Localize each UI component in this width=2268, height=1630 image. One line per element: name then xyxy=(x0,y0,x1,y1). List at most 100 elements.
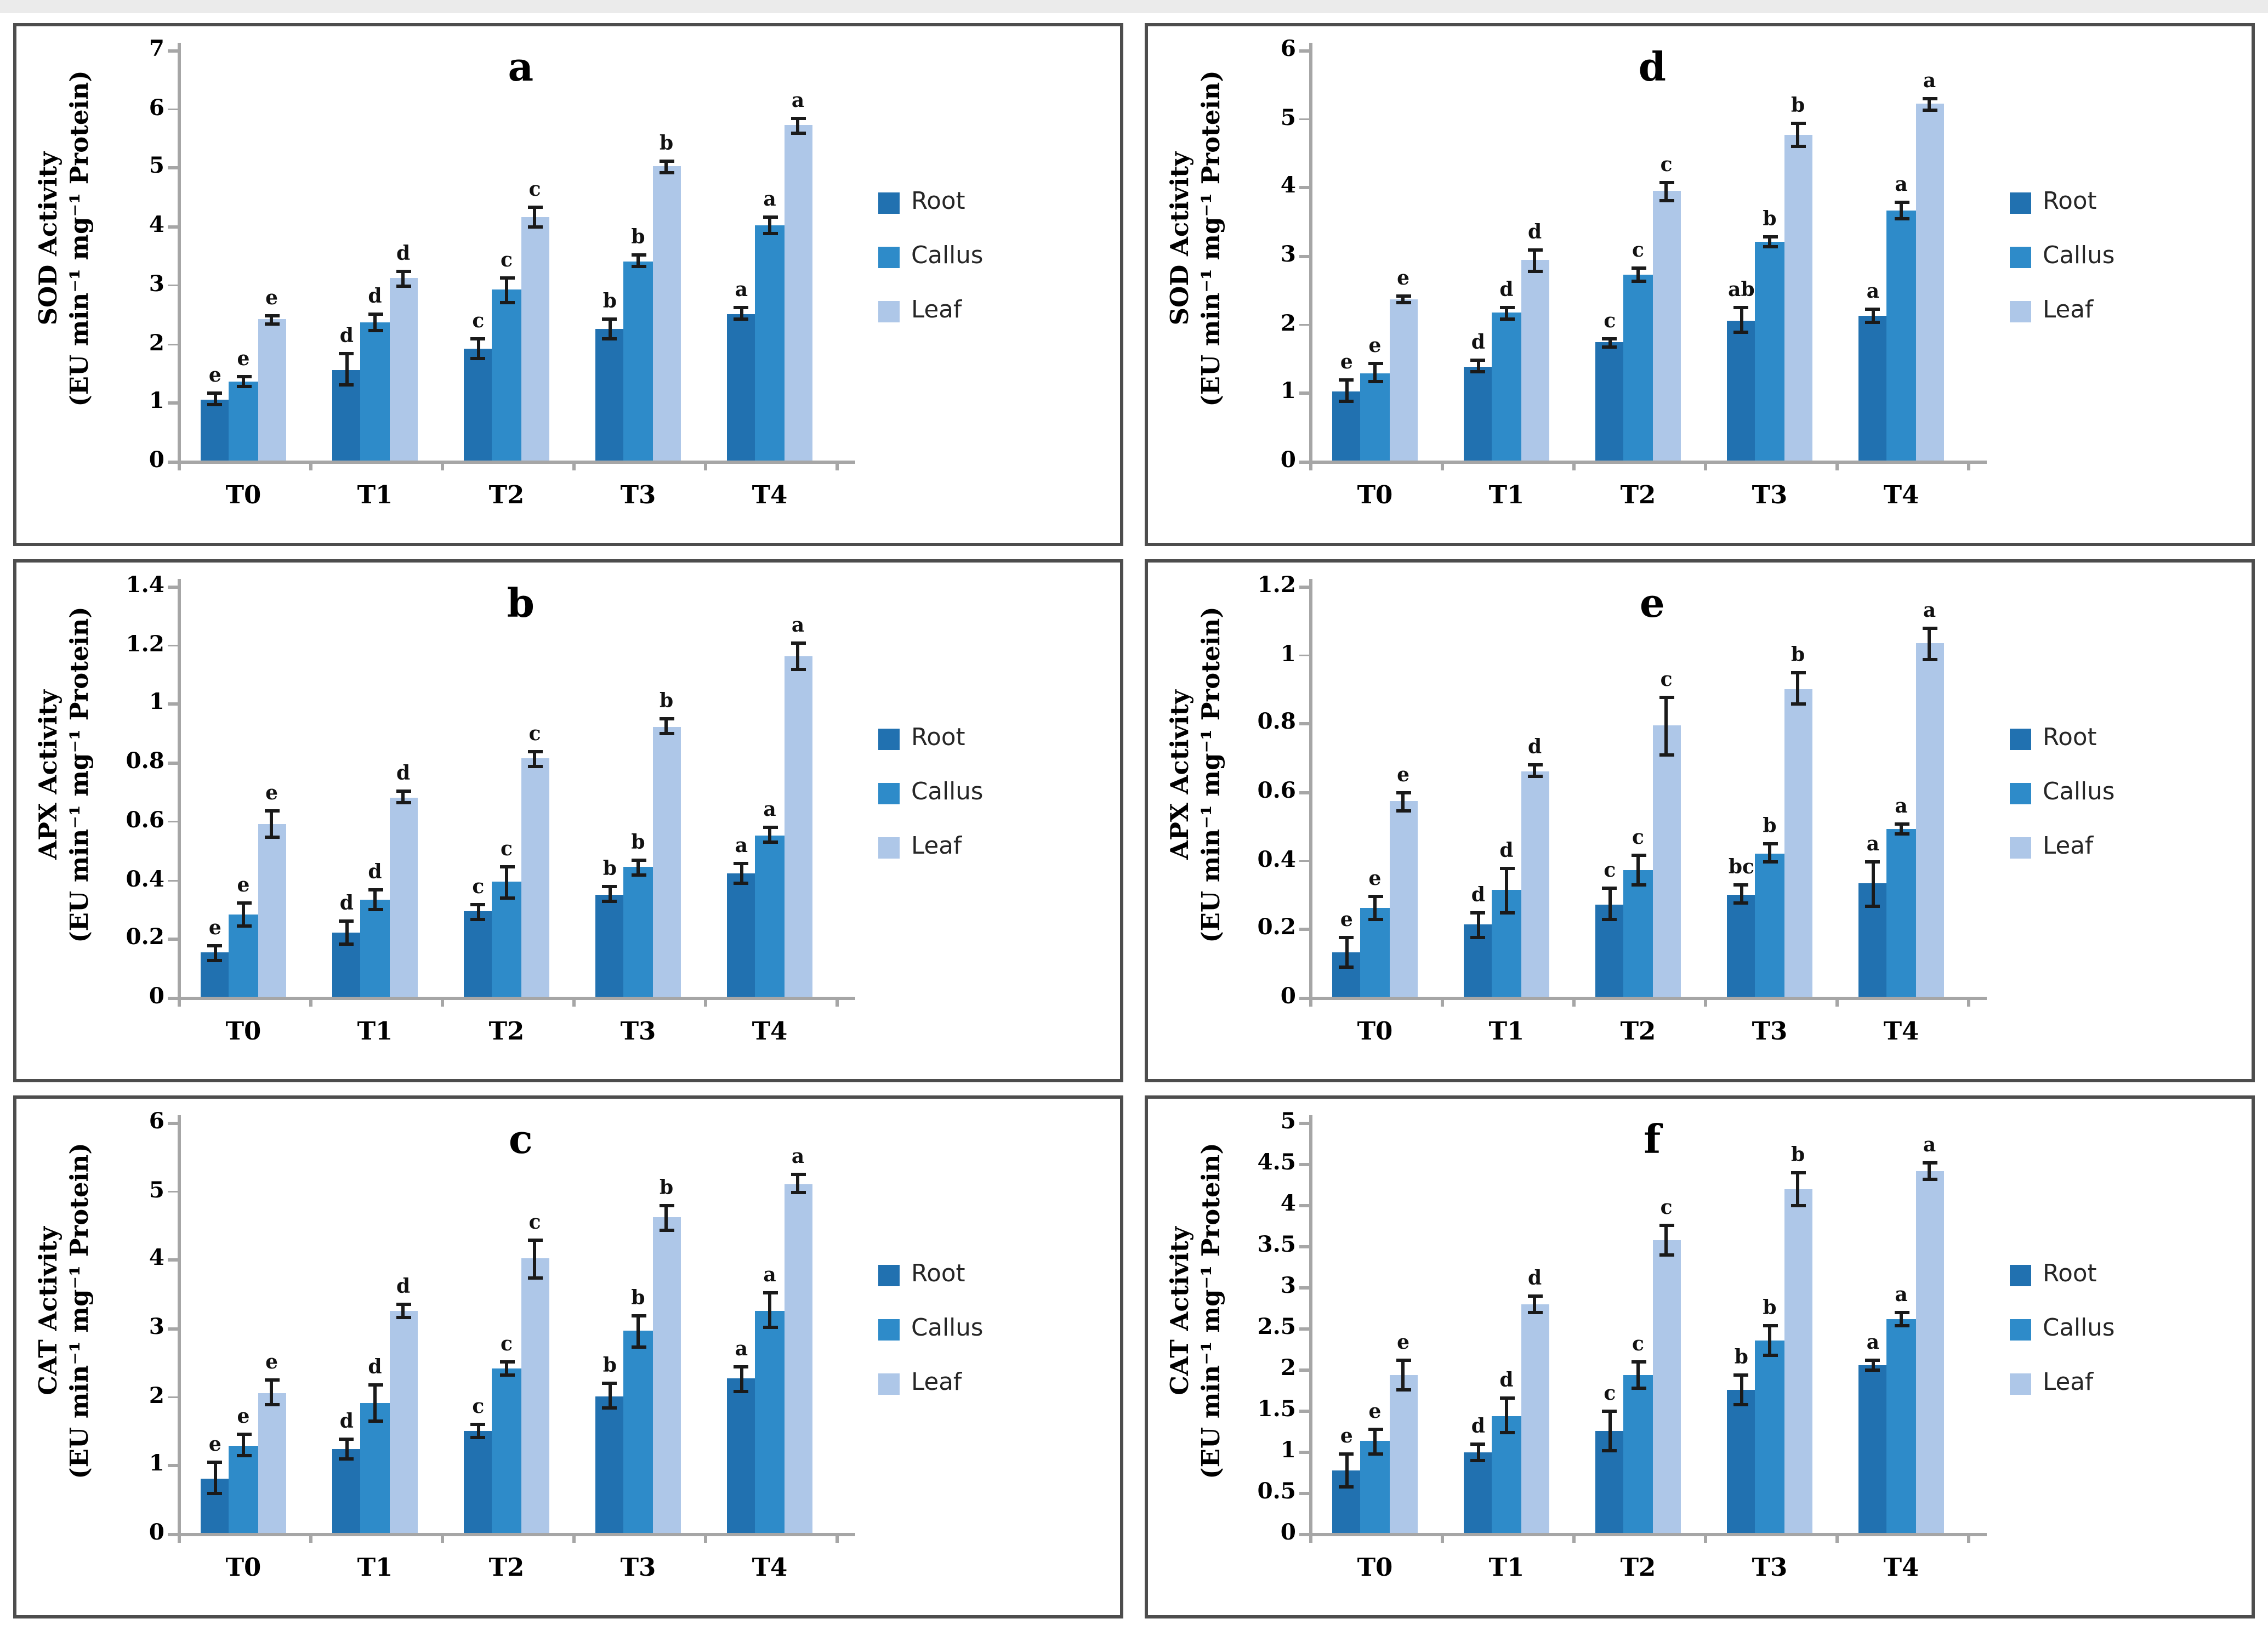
bar-leaf-t3 xyxy=(1783,135,1812,461)
error-bar-cap-top xyxy=(396,790,411,793)
x-tick-label: T4 xyxy=(752,1553,788,1582)
significance-letter: d xyxy=(339,1410,354,1433)
error-bar xyxy=(796,641,800,671)
significance-letter: c xyxy=(1604,1381,1616,1404)
x-axis-tick xyxy=(1309,998,1312,1007)
error-bar-cap-bottom xyxy=(470,357,486,361)
error-bar xyxy=(373,1383,377,1422)
y-tick-label: 1 xyxy=(149,388,164,415)
significance-letter: d xyxy=(1527,735,1542,759)
plot-area-d: d 0 1 2 3 4 5 6 T0 e e e T1 d d d T2 c c c T3 ab b b T4 a a a xyxy=(1243,36,1987,543)
x-tick-label: T3 xyxy=(1752,1553,1788,1582)
bar-callus-t0 xyxy=(229,915,258,997)
bar-leaf-t0 xyxy=(257,1392,286,1533)
panel-letter: a xyxy=(508,43,534,90)
significance-letter: b xyxy=(1790,1143,1805,1166)
x-axis-tick xyxy=(1572,1535,1575,1543)
callus-swatch-icon xyxy=(878,782,900,804)
error-bar-cap-top xyxy=(236,374,251,378)
legend-item-root: Root xyxy=(878,725,983,752)
legend-item-callus: Callus xyxy=(878,1316,983,1342)
error-bar xyxy=(1664,1224,1668,1257)
error-bar xyxy=(768,826,771,844)
significance-letter: b xyxy=(659,1176,674,1199)
error-bar xyxy=(1740,306,1743,334)
legend-label: Root xyxy=(911,189,965,215)
error-bar xyxy=(1928,627,1931,661)
bar-callus-t2 xyxy=(492,290,521,461)
legend-item-leaf: Leaf xyxy=(878,1370,983,1396)
bar-leaf-t1 xyxy=(389,278,418,461)
x-axis-tick xyxy=(835,462,838,470)
significance-letter: b xyxy=(1763,814,1777,838)
significance-letter: e xyxy=(208,1433,221,1456)
error-bar-cap-bottom xyxy=(339,1457,354,1461)
error-bar-cap-top xyxy=(1367,894,1383,898)
panel-letter: c xyxy=(508,1115,533,1163)
bar-callus-t3 xyxy=(624,867,652,997)
y-axis-tick xyxy=(168,225,178,228)
y-axis-tick xyxy=(168,401,178,405)
significance-letter: c xyxy=(1604,859,1616,882)
leaf-swatch-icon xyxy=(2010,300,2031,322)
bar-leaf-t0 xyxy=(257,823,286,997)
bar-leaf-t3 xyxy=(652,167,681,461)
y-tick-label: 0.2 xyxy=(126,924,165,951)
x-axis-tick xyxy=(178,1535,180,1543)
significance-letter: c xyxy=(1632,1331,1644,1355)
significance-letter: a xyxy=(735,833,748,857)
y-axis-title-line2: (EU min⁻¹ mg⁻¹ Protein) xyxy=(1196,70,1225,407)
error-bar-cap-bottom xyxy=(630,1344,646,1348)
error-bar xyxy=(1345,1452,1349,1489)
bar-callus-t1 xyxy=(361,1402,389,1533)
error-bar xyxy=(345,351,349,388)
significance-letter: d xyxy=(1471,1413,1485,1437)
y-axis-title: APX Activity (EU min⁻¹ mg⁻¹ Protein) xyxy=(1148,563,1243,1056)
y-axis-title-line1: CAT Activity xyxy=(1164,1226,1195,1395)
error-bar-cap-top xyxy=(602,316,617,320)
bar-leaf-t2 xyxy=(1652,1240,1681,1533)
legend-item-callus: Callus xyxy=(878,243,983,270)
x-axis-tick xyxy=(704,998,707,1007)
y-tick-label: 5 xyxy=(149,154,164,180)
error-bar-cap-top xyxy=(762,826,777,830)
significance-letter: a xyxy=(735,1337,748,1360)
y-axis-title: CAT Activity (EU min⁻¹ mg⁻¹ Protein) xyxy=(16,1099,112,1592)
error-bar xyxy=(401,1302,405,1319)
y-axis-line xyxy=(1309,1115,1312,1533)
y-axis-tick xyxy=(1299,928,1309,931)
error-bar-cap-top xyxy=(367,313,383,316)
significance-letter: e xyxy=(265,286,278,309)
error-bar-cap-top xyxy=(1527,763,1543,767)
y-axis-tick xyxy=(1299,586,1309,588)
significance-letter: c xyxy=(501,1332,513,1355)
error-bar xyxy=(1664,181,1668,202)
error-bar-cap-bottom xyxy=(207,403,223,407)
x-axis-tick xyxy=(572,462,575,470)
error-bar-cap-bottom xyxy=(1762,245,1777,248)
y-axis-title-line2: (EU min⁻¹ mg⁻¹ Protein) xyxy=(64,606,94,943)
error-bar-cap-top xyxy=(367,888,383,891)
x-tick-label: T4 xyxy=(1883,1553,1919,1582)
error-bar-cap-top xyxy=(762,215,777,219)
error-bar-cap-bottom xyxy=(264,834,280,838)
bar-callus-t1 xyxy=(361,900,389,997)
bar-root-t3 xyxy=(1727,320,1756,461)
error-bar-cap-top xyxy=(1630,265,1646,269)
error-bar-cap-bottom xyxy=(602,899,617,903)
error-bar xyxy=(1401,294,1405,305)
error-bar-cap-bottom xyxy=(1865,1367,1880,1371)
error-bar-cap-bottom xyxy=(1922,107,1937,111)
y-axis-title: CAT Activity (EU min⁻¹ mg⁻¹ Protein) xyxy=(1148,1099,1243,1592)
error-bar-cap-top xyxy=(1367,362,1383,366)
x-tick-label: T0 xyxy=(225,1553,262,1582)
root-swatch-icon xyxy=(2010,728,2031,749)
error-bar-cap-top xyxy=(499,275,514,279)
y-tick-label: 2.5 xyxy=(1257,1314,1297,1341)
x-axis-tick xyxy=(1441,1535,1443,1543)
y-axis-title-line1: APX Activity xyxy=(1164,690,1195,860)
error-bar xyxy=(505,864,508,900)
panel-f: CAT Activity (EU min⁻¹ mg⁻¹ Protein) f 0… xyxy=(1145,1095,2255,1618)
y-axis-tick xyxy=(1299,255,1309,258)
error-bar-cap-top xyxy=(1339,1452,1354,1456)
